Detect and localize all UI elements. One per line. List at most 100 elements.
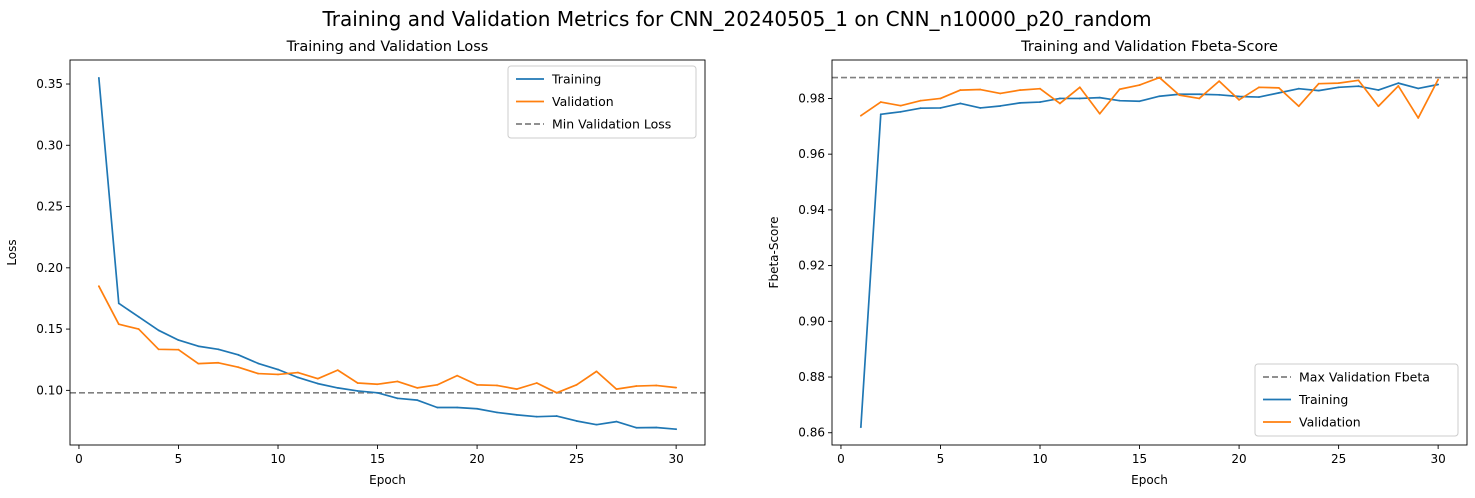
chart-1-xtick-label: 5 [937,452,945,466]
chart-0-series-training-point [675,428,678,431]
chart-1-legend-box [1254,363,1459,437]
chart-0-title: Training and Validation Loss [286,39,489,55]
chart-1-ytick-label: 0.88 [798,370,825,384]
chart-0-series-training-point [177,339,180,342]
chart-1-series-training-point [1437,83,1440,86]
chart-0-series-validation-point [456,374,459,377]
chart-1-ytick-label: 0.90 [798,314,825,328]
chart-0-series-validation-point [615,388,618,391]
chart-1-series-validation-point [939,97,942,100]
chart-1-series-training-point [959,102,962,105]
chart-1-xtick-label: 10 [1032,452,1047,466]
chart-0-series-validation-point [436,383,439,386]
chart-1-series-validation-point [1297,105,1300,108]
chart-0-series-training-point [595,423,598,426]
chart-1-series-validation-point [1198,97,1201,100]
chart-0-xtick-label: 5 [175,452,183,466]
chart-1-series-training-point [1238,95,1240,98]
chart-0-series-training-point [297,376,299,379]
chart-1-series-validation-point [1218,80,1221,83]
chart-1-series-validation-point [1059,102,1061,105]
chart-0-series-training-line [98,77,677,431]
chart-1-axes-frame [831,59,1468,446]
chart-1-xtick-label: 30 [1430,452,1445,466]
chart-0-series-training-point [515,413,518,416]
chart-1-series-training-point [1118,99,1121,102]
chart-1-series-training-point [1158,95,1161,98]
chart-0-legend-label-min-validation-loss: Min Validation Loss [552,117,671,132]
chart-1-series-validation-point [1377,105,1380,108]
chart-1-series-training-point [1317,89,1320,92]
chart-0-series-training-point [635,426,638,429]
chart-1-series-validation-point [1397,85,1400,87]
chart-0-series-validation-point [316,377,319,380]
chart-1-ytick-label: 0.86 [798,426,825,440]
chart-1-ytick-label: 0.96 [798,147,825,161]
chart-0-series-training-point [456,406,459,409]
chart-0-series-training-point [416,399,419,402]
chart-0-series-training-point [436,406,439,409]
chart-1-series-training-point [1397,82,1400,85]
chart-0-series-training-point [137,315,140,318]
chart-0-series-training-point [316,382,319,385]
chart-1-series-training-point [859,426,862,429]
fbeta-chart: Training and Validation Fbeta-Score 0 5 10 1… [767,39,1468,487]
chart-0-series-validation-point [157,348,160,351]
chart-0-ytick-label: 0.25 [36,200,63,214]
chart-1-series-validation-point [1258,86,1260,89]
chart-0-series-validation-point [356,382,359,384]
chart-1-series-training-point [1258,96,1260,98]
chart-1-series-training-point [899,110,902,113]
chart-1-series-validation-point [1277,86,1280,89]
chart-1-series-validation-point [1178,94,1181,97]
chart-0-ytick-label: 0.15 [36,322,63,336]
chart-1-ytick-label: 0.94 [798,203,825,217]
chart-1-series-training-point [879,113,882,116]
chart-1-ylabel: Fbeta-Score [767,217,781,289]
chart-0-series-validation-point [137,328,140,330]
chart-0-series-training-point [575,420,578,422]
chart-1-series-validation-point [919,99,922,102]
chart-0-series-validation-point [416,386,419,389]
chart-0-series-validation-point [496,384,498,387]
chart-1-series-training-point [1039,101,1041,103]
chart-1-series-validation-point [899,104,902,107]
chart-0-xtick-label: 20 [469,452,484,466]
chart-0-series-validation-point [635,385,638,387]
chart-0-series-validation-point [177,348,180,351]
chart-0-series-validation-point [535,382,538,384]
loss-chart: Training and Validation Loss 0 5 10 15 20 25 30… [5,39,706,487]
chart-0-ytick-label: 0.20 [36,261,63,275]
chart-0-ytick-label: 0.30 [36,138,63,152]
chart-0-series-validation-point [575,383,578,386]
chart-1-series-validation-point [979,88,982,91]
chart-0-series-training-point [157,329,160,332]
chart-1-ytick-label: 0.98 [798,91,825,105]
chart-1-series-training-point [1218,93,1221,96]
chart-0-series-training-point [535,415,538,418]
chart-0-xtick-label: 30 [668,452,683,466]
chart-0-xtick-label: 25 [569,452,584,466]
chart-0-legend-box [507,65,697,139]
chart-1-series-validation-point [1078,86,1081,89]
chart-0-xlabel: Epoch [369,473,406,487]
chart-0-series-training-point [97,76,100,79]
chart-0-series-validation-point [595,370,598,373]
chart-0-series-validation-point [515,388,518,391]
chart-0-legend-label-training: Training [551,72,601,87]
chart-1-legend-label-training: Training [1298,392,1348,407]
chart-1-legend: Max Validation Fbeta Training Validation [1254,363,1459,437]
chart-1-series-training-point [999,105,1002,107]
chart-0-series-validation-point [217,361,220,364]
chart-0-series-training-point [555,415,558,417]
chart-1-series-validation-point [1138,84,1141,86]
chart-0-series-training-point [376,391,379,394]
chart-1-series-training-point [1337,86,1340,89]
chart-0-series-validation-point [655,384,658,387]
chart-0-series-validation-point [476,383,478,386]
chart-0-xtick-label: 15 [370,452,385,466]
chart-1-xtick-label: 25 [1331,452,1346,466]
chart-1-series-validation-point [1039,87,1041,90]
chart-1-series-validation-point [1337,82,1340,85]
